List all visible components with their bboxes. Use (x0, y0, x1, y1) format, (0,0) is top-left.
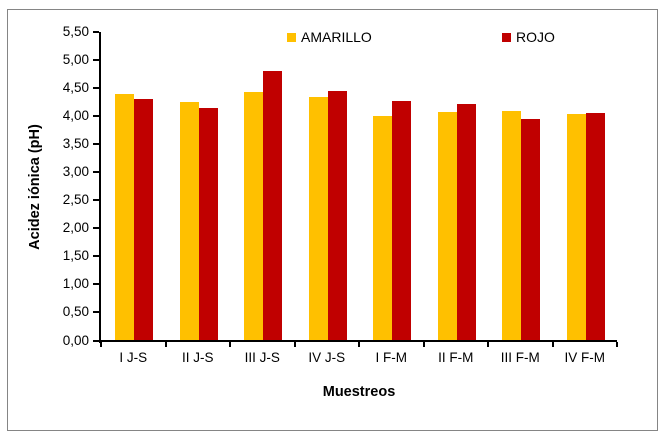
legend-label: ROJO (516, 29, 555, 45)
legend-swatch-rojo (502, 32, 511, 42)
x-axis-tick (616, 341, 618, 347)
bar-amarillo (437, 111, 457, 341)
bar-rojo (263, 71, 282, 341)
bar-rojo (521, 118, 540, 341)
y-axis-line (99, 31, 101, 343)
x-axis-tick (100, 341, 102, 347)
y-tick-label: 3,00 (62, 163, 89, 179)
y-axis-tick (93, 199, 99, 202)
y-tick-label: 4,00 (62, 107, 89, 123)
y-tick-label: 3,50 (62, 135, 89, 151)
y-axis-tick (93, 227, 99, 230)
bar-amarillo (502, 110, 521, 341)
y-tick-label: 5,00 (62, 51, 89, 67)
y-tick-label: 5,50 (62, 23, 89, 39)
x-axis-line (99, 339, 617, 342)
y-tick-label: 1,50 (62, 248, 89, 264)
x-axis-tick (293, 341, 296, 347)
y-axis-tick (93, 311, 99, 314)
bar-rojo (134, 98, 153, 341)
x-category-label: II J-S (181, 350, 214, 365)
bar-amarillo (115, 94, 134, 341)
y-tick-label: 2,00 (62, 220, 89, 236)
y-tick-label: 0,00 (62, 332, 89, 348)
legend-item-amarillo: AMARILLO (287, 29, 372, 45)
x-category-label: IV F-M (564, 350, 606, 365)
bar-rojo (327, 91, 347, 341)
bar-amarillo (566, 114, 586, 341)
legend-label: AMARILLO (301, 29, 372, 45)
y-axis-tick (93, 86, 99, 89)
x-axis-tick (551, 341, 554, 347)
x-axis-tick (229, 341, 231, 347)
bar-amarillo (308, 97, 328, 341)
y-tick-label: 2,50 (62, 192, 89, 208)
y-axis-tick (93, 283, 99, 286)
bar-amarillo (373, 115, 392, 341)
x-axis-title: Muestreos (322, 384, 396, 400)
x-category-label: IV J-S (308, 350, 346, 365)
x-axis-tick (164, 341, 167, 347)
x-axis-tick (422, 341, 425, 347)
bar-rojo (456, 103, 476, 341)
x-category-label: I F-M (375, 350, 408, 365)
x-category-label: III F-M (500, 350, 540, 365)
y-tick-label: 4,50 (62, 79, 89, 95)
y-axis-tick (93, 255, 99, 258)
y-axis-tick (93, 170, 99, 173)
y-tick-label: 0,50 (62, 304, 89, 320)
bar-amarillo (244, 91, 263, 341)
y-axis-tick (93, 339, 99, 342)
y-tick-label: 1,00 (62, 276, 89, 292)
x-category-label: III J-S (244, 350, 280, 365)
bar-amarillo (179, 101, 199, 341)
bar-rojo (392, 101, 411, 341)
y-axis-tick (93, 142, 99, 145)
y-axis-tick (93, 30, 99, 33)
bar-rojo (585, 112, 605, 341)
x-category-label: II F-M (438, 350, 474, 365)
x-axis-tick (358, 341, 360, 347)
y-axis-tick (93, 58, 99, 61)
y-axis-tick (93, 114, 99, 117)
legend-swatch-amarillo (287, 32, 296, 42)
legend-item-rojo: ROJO (502, 29, 555, 45)
x-category-label: I J-S (119, 350, 148, 365)
x-axis-tick (487, 341, 489, 347)
bar-rojo (198, 107, 218, 341)
